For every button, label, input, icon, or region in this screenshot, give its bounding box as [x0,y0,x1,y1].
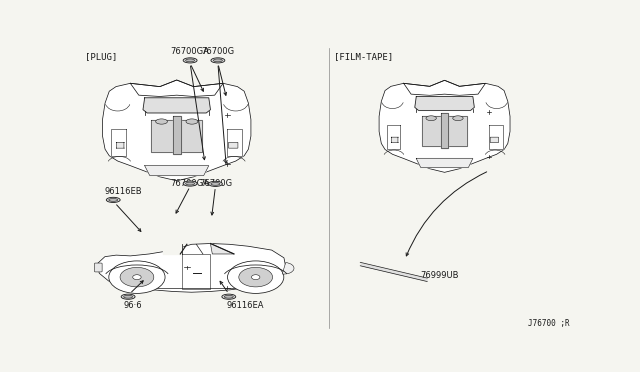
Ellipse shape [186,182,195,185]
Ellipse shape [121,294,135,299]
FancyBboxPatch shape [95,263,102,272]
Text: 96116EA: 96116EA [227,301,264,310]
Ellipse shape [225,295,233,298]
Polygon shape [422,116,441,147]
Circle shape [132,275,141,280]
Ellipse shape [156,119,168,124]
Polygon shape [387,125,400,150]
FancyBboxPatch shape [228,142,238,148]
Polygon shape [415,97,474,110]
Polygon shape [145,166,209,176]
Polygon shape [143,98,211,113]
Polygon shape [111,129,126,156]
Polygon shape [211,244,234,254]
Polygon shape [152,119,173,153]
FancyBboxPatch shape [116,142,124,148]
Polygon shape [163,244,182,254]
Circle shape [120,267,154,287]
Circle shape [239,267,273,287]
Ellipse shape [186,59,195,62]
Text: 76700GA: 76700GA [171,47,209,56]
Ellipse shape [183,181,197,186]
Polygon shape [97,244,286,292]
Text: 76700GA: 76700GA [171,179,209,188]
Text: 76700G: 76700G [202,47,234,56]
Ellipse shape [186,119,198,124]
FancyBboxPatch shape [391,137,399,142]
Ellipse shape [124,295,132,298]
Circle shape [228,261,284,294]
Text: 96116EB: 96116EB [105,187,143,196]
Polygon shape [181,119,202,153]
Text: 76700G: 76700G [199,179,232,188]
Ellipse shape [222,294,236,299]
Circle shape [252,275,260,280]
Ellipse shape [183,58,197,63]
Polygon shape [448,116,467,147]
Ellipse shape [426,116,436,121]
Circle shape [109,261,165,294]
Polygon shape [489,125,502,150]
Polygon shape [416,158,473,167]
Text: 96·6: 96·6 [124,301,142,310]
Text: J76700 ;R: J76700 ;R [529,319,570,328]
Ellipse shape [211,58,225,63]
Wedge shape [282,263,294,274]
Text: [FILM-TAPE]: [FILM-TAPE] [335,52,394,61]
Polygon shape [379,80,510,172]
Polygon shape [227,129,243,156]
Ellipse shape [452,116,463,121]
Polygon shape [441,113,448,148]
Ellipse shape [109,198,118,201]
FancyBboxPatch shape [490,137,499,142]
Ellipse shape [106,197,120,202]
Text: [PLUG]: [PLUG] [85,52,117,61]
Polygon shape [102,80,251,181]
Ellipse shape [209,181,222,186]
Polygon shape [173,116,181,154]
Ellipse shape [213,59,222,62]
Text: 76999UB: 76999UB [420,271,459,280]
Ellipse shape [211,182,220,185]
